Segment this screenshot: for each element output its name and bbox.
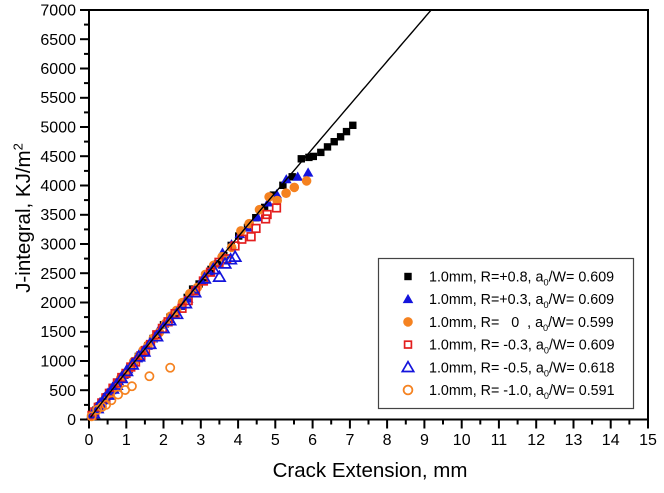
svg-text:4: 4 [234,432,243,449]
svg-text:1.0mm, R= -1.0, a0/W= 0.591: 1.0mm, R= -1.0, a0/W= 0.591 [429,383,615,401]
svg-text:1500: 1500 [40,324,76,341]
svg-text:1.0mm, R= -0.3, a0/W= 0.609: 1.0mm, R= -0.3, a0/W= 0.609 [429,338,615,356]
svg-text:3000: 3000 [40,237,76,254]
svg-text:15: 15 [639,432,657,449]
svg-text:10: 10 [453,432,471,449]
svg-text:8: 8 [383,432,392,449]
svg-text:4500: 4500 [40,149,76,166]
svg-text:6500: 6500 [40,32,76,49]
svg-text:5000: 5000 [40,120,76,137]
svg-text:14: 14 [602,432,620,449]
svg-text:11: 11 [491,432,508,449]
svg-text:0: 0 [67,412,76,429]
svg-text:3: 3 [196,432,205,449]
svg-text:9: 9 [420,432,429,449]
svg-text:6000: 6000 [40,61,76,78]
svg-text:3500: 3500 [40,207,76,224]
svg-text:J-integral, KJ/m2: J-integral, KJ/m2 [11,143,36,293]
svg-text:1.0mm, R= -0.5, a0/W= 0.618: 1.0mm, R= -0.5, a0/W= 0.618 [429,360,615,378]
svg-text:1000: 1000 [40,354,76,371]
svg-text:1: 1 [122,432,131,449]
svg-text:2000: 2000 [40,295,76,312]
svg-text:6: 6 [308,432,317,449]
svg-text:2500: 2500 [40,266,76,283]
svg-text:500: 500 [49,383,76,400]
svg-text:2: 2 [159,432,168,449]
svg-text:1.0mm, R= 0 , a0/W= 0.599: 1.0mm, R= 0 , a0/W= 0.599 [429,315,614,333]
svg-text:13: 13 [565,432,583,449]
svg-text:5500: 5500 [40,90,76,107]
svg-text:0: 0 [85,432,94,449]
svg-text:7: 7 [345,432,354,449]
svg-text:7000: 7000 [40,3,76,20]
svg-text:1.0mm, R=+0.3, a0/W= 0.609: 1.0mm, R=+0.3, a0/W= 0.609 [429,292,614,310]
svg-text:5: 5 [271,432,280,449]
svg-text:Crack Extension, mm: Crack Extension, mm [273,459,468,482]
svg-text:4000: 4000 [40,178,76,195]
svg-text:1.0mm, R=+0.8, a0/W= 0.609: 1.0mm, R=+0.8, a0/W= 0.609 [429,270,614,288]
svg-text:12: 12 [527,432,545,449]
